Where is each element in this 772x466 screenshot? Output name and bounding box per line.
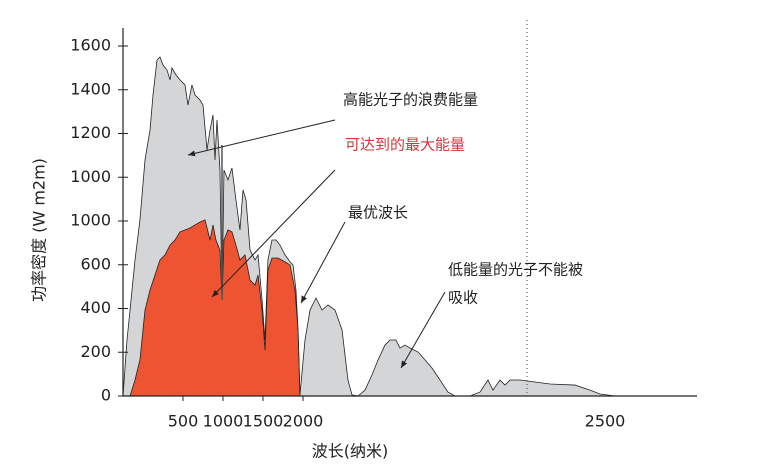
annotation: 高能光子的浪费能量 (343, 91, 478, 109)
arrow (300, 221, 346, 304)
y-tick-label: 1000 (70, 211, 111, 230)
y-tick-label: 400 (80, 298, 111, 317)
arrow (211, 169, 336, 298)
y-tick-label: 1400 (70, 79, 111, 98)
y-tick-label: 0 (101, 386, 111, 405)
x-axis-label: 波长(纳米) (312, 442, 389, 461)
x-tick-label: 1000 (203, 412, 244, 431)
arrow (187, 119, 336, 157)
x-tick-label: 2000 (283, 412, 324, 431)
annotation: 低能量的光子不能被 (448, 261, 583, 279)
arrow (400, 291, 446, 369)
y-tick-label: 1000 (70, 167, 111, 186)
x-tick-label: 500 (168, 412, 199, 431)
x-tick-label: 2500 (585, 412, 626, 431)
x-tick-label: 1500 (243, 412, 284, 431)
y-tick-label: 200 (80, 342, 111, 361)
y-tick-label: 1200 (70, 123, 111, 142)
annotation: 可达到的最大能量 (345, 136, 465, 154)
annotation: 吸收 (448, 289, 478, 307)
line (129, 219, 301, 397)
y-tick-label: 1600 (70, 36, 111, 55)
y-tick-label: 600 (80, 254, 111, 273)
y-axis-label: 功率密度 (W m2m) (30, 158, 49, 302)
area (130, 219, 300, 396)
annotation: 最优波长 (348, 204, 408, 222)
